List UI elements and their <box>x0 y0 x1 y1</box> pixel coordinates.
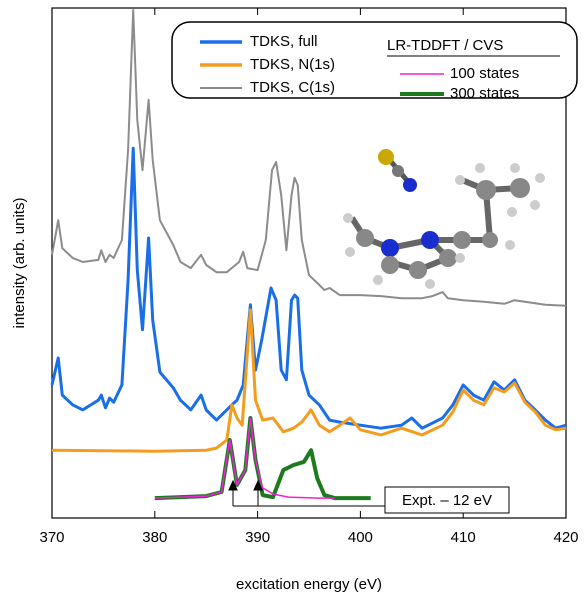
x-tick-label: 400 <box>348 529 373 546</box>
series-line <box>51 9 567 307</box>
legend-label: 300 states <box>450 85 519 102</box>
legend-label: TDKS, C(1s) <box>250 79 335 96</box>
series-line <box>51 308 567 453</box>
molecule <box>343 149 545 289</box>
plot-frame <box>51 7 567 519</box>
series-line <box>154 417 335 499</box>
x-tick-label: 410 <box>451 529 476 546</box>
legend: TDKS, full TDKS, N(1s) TDKS, C(1s) 100 stat… <box>200 33 519 102</box>
x-axis-label: excitation energy (eV) <box>236 576 382 593</box>
legend-label: TDKS, N(1s) <box>250 56 335 73</box>
legend-title: LR-TDDFT / CVS <box>387 37 503 54</box>
y-axis-label: intensity (arb. units) <box>11 198 28 329</box>
legend-box <box>171 21 578 99</box>
x-tick-label: 370 <box>39 529 64 546</box>
x-tick-label: 420 <box>553 529 578 546</box>
legend-label: 100 states <box>450 65 519 82</box>
series-line <box>50 146 567 430</box>
expt-annotation <box>228 479 510 514</box>
x-tick-label: 380 <box>142 529 167 546</box>
legend-label: TDKS, full <box>250 33 318 50</box>
x-tick-label: 390 <box>245 529 270 546</box>
annotation: Expt. – 12 eV <box>402 492 492 509</box>
